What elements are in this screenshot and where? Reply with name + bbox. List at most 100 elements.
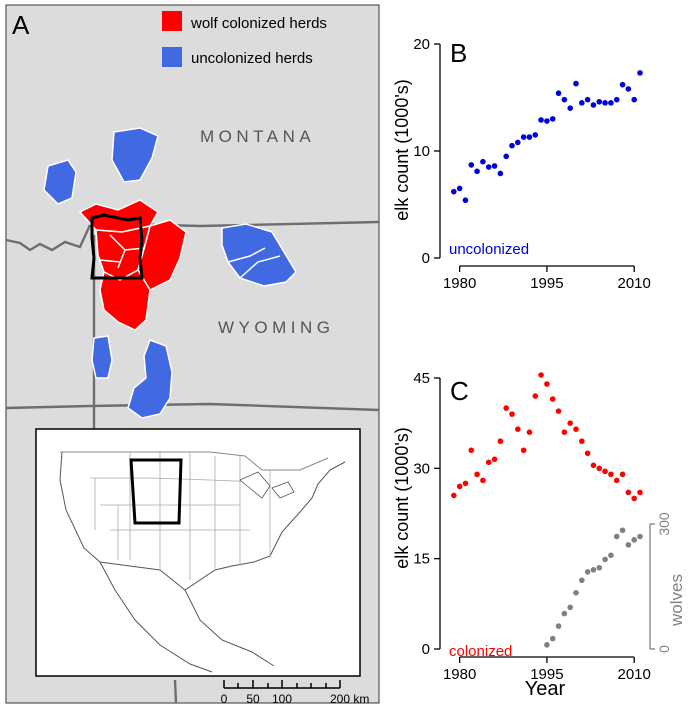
- data-point-series-0: [590, 102, 597, 108]
- data-point-series-0: [515, 426, 521, 432]
- data-point-series-0: [602, 468, 608, 475]
- data-point-series-0: [538, 372, 544, 378]
- data-point-series-0: [573, 80, 579, 87]
- chart-c-axes: 1980 1995 2010 0 15 30 45 0 300: [413, 370, 672, 683]
- data-point-series-1: [613, 533, 620, 540]
- data-point-series-0: [590, 462, 597, 469]
- data-point-series-0: [584, 96, 591, 103]
- y-tick-label: 45: [413, 370, 430, 387]
- data-point-series-0: [637, 489, 643, 496]
- data-point-series-1: [579, 577, 585, 584]
- panel-letter-b: B: [450, 38, 467, 68]
- data-point-series-1: [544, 642, 550, 648]
- legend-label-colonized: wolf colonized herds: [190, 15, 327, 32]
- data-point-series-0: [480, 477, 486, 484]
- data-point-series-1: [619, 527, 626, 534]
- data-point-series-0: [538, 117, 544, 123]
- chart-c: C 1980 1995 2010 0 15 30 45 0 300 elk count (100…: [392, 370, 686, 700]
- data-point-series-0: [625, 489, 632, 496]
- data-point-series-0: [555, 408, 562, 414]
- data-point-series-0: [456, 185, 463, 192]
- data-point-series-0: [462, 480, 469, 487]
- inset-study-area: [129, 458, 183, 525]
- data-point-series-0: [608, 471, 614, 478]
- data-point-series-1: [631, 537, 637, 543]
- data-point-series-0: [509, 411, 515, 417]
- data-point-series-0: [596, 465, 603, 472]
- data-point-series-0: [561, 96, 568, 103]
- data-point-series-0: [625, 86, 632, 92]
- panel-letter-c: C: [450, 376, 469, 406]
- data-point-series-0: [555, 90, 562, 97]
- x-tick-label: 1995: [530, 275, 563, 292]
- data-point-series-0: [596, 98, 603, 105]
- data-point-series-1: [573, 589, 579, 596]
- montana-label: MONTANA: [200, 127, 315, 146]
- uncolonized-herd-3: [221, 223, 297, 287]
- data-point-series-0: [456, 483, 463, 490]
- x-tick-label: 1980: [443, 666, 476, 683]
- data-point-series-1: [608, 552, 614, 559]
- chart-b: B 1980 1995 2010 0 10 20 elk count (1000's) u…: [392, 36, 651, 292]
- inset-mexico: [99, 561, 275, 673]
- data-point-series-0: [480, 158, 486, 165]
- uncolonized-inner-lines: [227, 247, 281, 279]
- data-point-series-1: [602, 556, 608, 563]
- wyoming-label: WYOMING: [218, 318, 335, 337]
- data-point-series-0: [509, 142, 515, 149]
- data-point-series-0: [579, 438, 585, 445]
- data-point-series-0: [491, 163, 498, 169]
- data-point-series-0: [468, 162, 475, 168]
- data-point-series-0: [584, 450, 591, 457]
- inset-canada-border: [60, 451, 329, 471]
- data-point-series-0: [637, 70, 643, 76]
- data-point-series-1: [637, 533, 643, 540]
- data-point-series-0: [474, 168, 480, 175]
- data-point-series-0: [532, 393, 539, 399]
- data-point-series-0: [561, 429, 568, 436]
- data-point-series-0: [497, 438, 504, 445]
- data-point-series-0: [613, 96, 620, 103]
- data-point-series-0: [451, 188, 457, 195]
- data-point-series-0: [462, 197, 469, 204]
- data-point-series-0: [544, 118, 550, 124]
- uncolonized-herd-4: [91, 335, 113, 379]
- data-point-series-0: [544, 381, 550, 387]
- data-point-series-0: [549, 116, 556, 122]
- data-point-series-1: [625, 542, 632, 548]
- y2-tick-label: 300: [656, 512, 672, 536]
- data-point-series-1: [555, 623, 562, 629]
- chart-c-ylabel: elk count (1000's): [392, 427, 412, 569]
- chart-c-xlabel: Year: [525, 678, 566, 700]
- data-point-series-0: [526, 134, 533, 140]
- data-point-series-0: [526, 429, 533, 436]
- data-point-series-0: [579, 100, 585, 106]
- data-point-series-0: [567, 105, 573, 111]
- colonized-herds: [78, 199, 187, 331]
- y-tick-label: 10: [413, 143, 430, 160]
- data-point-series-0: [485, 459, 492, 466]
- legend-label-uncolonized: uncolonized herds: [191, 50, 313, 67]
- chart-b-axes: 1980 1995 2010 0 10 20: [413, 36, 651, 292]
- data-point-series-0: [549, 396, 556, 402]
- data-point-series-0: [532, 132, 539, 138]
- data-point-series-0: [608, 100, 614, 106]
- data-point-series-1: [561, 610, 568, 617]
- data-point-series-0: [474, 471, 480, 478]
- uncolonized-herds: [43, 127, 297, 419]
- data-point-series-1: [567, 604, 573, 611]
- data-point-series-1: [584, 569, 591, 575]
- data-point-series-0: [503, 153, 509, 160]
- data-point-series-0: [619, 81, 626, 88]
- data-point-series-0: [613, 477, 620, 484]
- uncolonized-herd-1: [43, 159, 77, 205]
- data-point-series-1: [590, 567, 597, 573]
- data-point-series-0: [497, 170, 504, 177]
- data-point-series-1: [596, 564, 603, 571]
- uncolonized-herd-2: [111, 127, 159, 183]
- uncolonized-herd-5: [127, 339, 173, 419]
- chart-b-points: [451, 70, 643, 204]
- data-point-series-0: [631, 96, 637, 103]
- map-legend: wolf colonized herds uncolonized herds: [162, 11, 327, 67]
- data-point-series-0: [503, 405, 509, 411]
